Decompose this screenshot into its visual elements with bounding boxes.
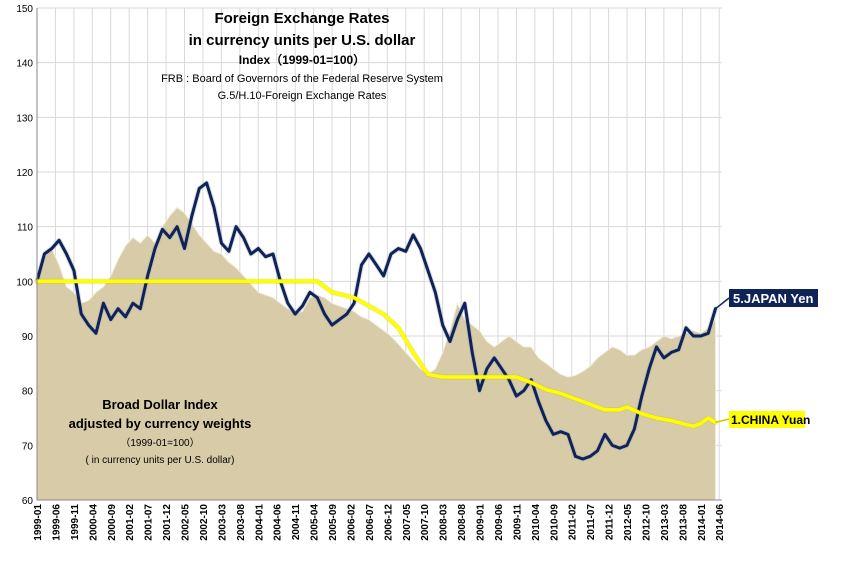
x-tick-label: 2006-12 bbox=[383, 504, 394, 541]
y-tick-label: 120 bbox=[16, 168, 33, 179]
x-tick-label: 2014-01 bbox=[697, 504, 708, 541]
x-tick-label: 1999-11 bbox=[70, 504, 81, 541]
japan-series-label: 5.JAPAN Yen bbox=[733, 291, 814, 306]
china-yuan-line bbox=[35, 279, 718, 428]
y-tick-label: 110 bbox=[17, 223, 33, 234]
x-tick-label: 2009-11 bbox=[512, 504, 523, 541]
x-tick-label: 2011-02 bbox=[568, 504, 579, 541]
x-tick-label: 2008-03 bbox=[439, 504, 450, 541]
japan-yen-line bbox=[35, 181, 717, 461]
x-tick-label: 2008-08 bbox=[457, 504, 468, 541]
x-tick-label: 2011-12 bbox=[605, 504, 616, 541]
x-tick-label: 2005-09 bbox=[328, 504, 339, 541]
x-tick-label: 2014-06 bbox=[715, 504, 726, 541]
chart-title: Foreign Exchange Rates bbox=[214, 10, 389, 27]
source-line-2: G.5/H.10-Foreign Exchange Rates bbox=[218, 90, 387, 102]
x-tick-label: 2007-10 bbox=[420, 504, 431, 541]
y-tick-label: 90 bbox=[22, 332, 34, 343]
china-leader-line bbox=[715, 418, 730, 424]
y-tick-label: 70 bbox=[22, 441, 34, 452]
area-caption-line-3: （1999-01=100） bbox=[120, 437, 199, 449]
series-labels-group: 5.JAPAN Yen 1.CHINA Yuan bbox=[729, 289, 818, 428]
x-tick-label: 2004-06 bbox=[273, 504, 284, 541]
y-tick-label: 140 bbox=[16, 59, 33, 70]
source-line-1: FRB : Board of Governors of the Federal … bbox=[161, 73, 443, 85]
titles-group: Foreign Exchange Rates in currency units… bbox=[69, 10, 443, 466]
x-tick-label: 1999-01 bbox=[33, 504, 44, 541]
x-tick-label: 2012-05 bbox=[623, 504, 634, 541]
index-note: Index（1999-01=100） bbox=[239, 52, 365, 67]
x-tick-label: 2004-01 bbox=[254, 504, 265, 541]
china-label-box bbox=[729, 411, 805, 428]
x-tick-label: 2002-05 bbox=[181, 504, 192, 541]
x-tick-label: 2003-03 bbox=[217, 504, 228, 541]
x-tick-label: 2012-10 bbox=[641, 504, 652, 541]
x-tick-label: 1999-06 bbox=[51, 504, 62, 541]
series-lines-group bbox=[34, 180, 730, 462]
x-tick-label: 2003-08 bbox=[236, 504, 247, 541]
y-tick-label: 100 bbox=[16, 277, 33, 288]
x-tick-label: 2001-07 bbox=[144, 504, 155, 541]
x-tick-label: 2006-07 bbox=[365, 504, 376, 541]
area-caption-line-1: Broad Dollar Index bbox=[102, 397, 218, 412]
y-tick-label: 130 bbox=[16, 113, 33, 124]
y-tick-label: 80 bbox=[22, 387, 34, 398]
x-tick-label: 2009-01 bbox=[476, 504, 487, 541]
x-tick-label: 2010-04 bbox=[531, 504, 542, 541]
area-caption-line-2: adjusted by currency weights bbox=[69, 416, 252, 431]
y-tick-label: 60 bbox=[22, 496, 34, 507]
x-tick-label: 2010-09 bbox=[549, 504, 560, 541]
x-tick-label: 2001-12 bbox=[162, 504, 173, 541]
japan-label-box bbox=[729, 289, 818, 307]
x-tick-label: 2000-09 bbox=[107, 504, 118, 541]
japan-leader-line bbox=[715, 297, 730, 310]
x-tick-label: 2011-07 bbox=[586, 504, 597, 541]
y-tick-label: 150 bbox=[16, 4, 33, 15]
x-tick-label: 2000-04 bbox=[88, 504, 99, 541]
x-tick-label: 2006-02 bbox=[346, 504, 357, 541]
x-tick-label: 2013-03 bbox=[660, 504, 671, 541]
x-tick-label: 2009-06 bbox=[494, 504, 505, 541]
x-tick-label: 2013-08 bbox=[678, 504, 689, 541]
area-caption-line-4: ( in currency units per U.S. dollar) bbox=[86, 455, 235, 466]
chart-subtitle: in currency units per U.S. dollar bbox=[189, 32, 416, 49]
x-tick-label: 2007-05 bbox=[402, 504, 413, 541]
china-series-label: 1.CHINA Yuan bbox=[731, 413, 810, 427]
x-tick-label: 2004-11 bbox=[291, 504, 302, 541]
x-tick-label: 2002-10 bbox=[199, 504, 210, 541]
x-tick-label: 2001-02 bbox=[125, 504, 136, 541]
x-tick-label: 2005-04 bbox=[310, 504, 321, 541]
axes-group: 60 70 80 90 100 110 120 130 140 150 1999-01 1999-06… bbox=[16, 4, 726, 541]
